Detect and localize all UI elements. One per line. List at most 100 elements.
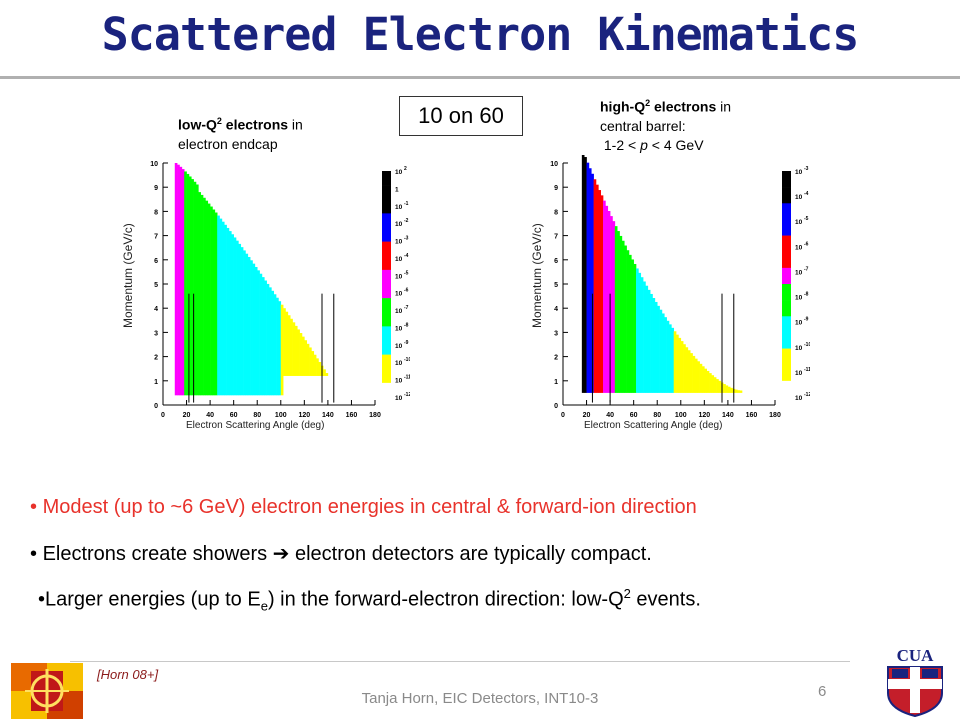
right-scale-exponent: -11	[804, 367, 810, 373]
left-band-column	[276, 297, 279, 396]
left-scale-cell	[382, 354, 391, 370]
right-band-column	[657, 305, 660, 393]
right-scale-exponent: -7	[804, 266, 809, 272]
left-scale-exponent: -9	[404, 340, 409, 346]
left-band-column	[294, 325, 298, 376]
right-band-column	[687, 350, 691, 393]
left-band-column	[214, 212, 218, 396]
left-band-column	[269, 287, 272, 396]
left-scale-label: 10	[395, 343, 403, 350]
right-scale-cell	[782, 235, 791, 253]
citation: [Horn 08+]	[97, 667, 159, 682]
right-band-column	[584, 157, 587, 393]
right-band-column	[680, 341, 684, 393]
right-y-tick-label: 10	[550, 161, 558, 168]
arrow-icon: ➔	[272, 543, 290, 565]
right-band-column	[603, 200, 606, 393]
left-band-column	[278, 301, 282, 396]
left-x-tick-label: 40	[206, 412, 214, 419]
right-band-column	[588, 168, 592, 393]
left-x-tick-label: 160	[346, 412, 358, 419]
left-y-axis-title: Momentum (GeV/c)	[121, 223, 135, 328]
left-band-column	[287, 315, 291, 376]
right-x-tick-label: 40	[606, 412, 614, 419]
left-scale-cell	[382, 298, 391, 313]
right-scale-cell	[782, 187, 791, 204]
right-band-column	[647, 289, 651, 393]
left-band-column	[292, 322, 296, 376]
left-scale-exponent: -2	[404, 218, 409, 224]
right-band-column	[598, 190, 601, 393]
right-band-column	[628, 254, 632, 393]
right-band-column	[730, 387, 733, 393]
right-y-tick-label: 8	[554, 209, 558, 216]
left-scale-cell	[382, 326, 391, 341]
left-band-column	[306, 343, 310, 376]
right-band-column	[614, 226, 618, 393]
left-band-column	[250, 260, 253, 396]
left-y-tick-label: 6	[154, 258, 158, 265]
left-band-column	[273, 294, 277, 396]
left-band-column	[316, 358, 319, 376]
right-scale-label: 10	[795, 194, 803, 201]
right-y-tick-label: 5	[554, 282, 558, 289]
right-band-column	[654, 301, 658, 393]
left-x-tick-label: 120	[298, 412, 310, 419]
right-band-column	[645, 285, 649, 393]
right-band-column	[581, 155, 585, 393]
right-scale-exponent: -10	[804, 342, 810, 348]
right-band-column	[713, 377, 717, 393]
right-band-column	[704, 368, 707, 393]
bullet-1: • Modest (up to ~6 GeV) electron energie…	[30, 496, 697, 518]
right-band-column	[709, 373, 712, 393]
right-band-column	[636, 268, 639, 393]
right-scale-label: 10	[795, 320, 803, 327]
left-band-column	[236, 240, 239, 396]
right-scale-cell	[782, 219, 791, 236]
page-number: 6	[818, 683, 827, 700]
left-band-column	[219, 218, 223, 396]
left-band-column	[285, 311, 289, 376]
left-scale-cell	[382, 340, 391, 355]
right-y-tick-label: 9	[554, 185, 558, 192]
cua-logo-icon: CUA	[887, 646, 943, 717]
left-band-column	[243, 250, 246, 396]
right-scale-label: 10	[795, 244, 803, 251]
left-band-column	[207, 203, 211, 396]
left-band-column	[264, 280, 267, 396]
left-scale-cell	[382, 213, 391, 228]
left-scale-cell	[382, 255, 391, 271]
right-y-tick-label: 1	[554, 379, 558, 386]
left-band-column	[212, 209, 216, 396]
left-plot-caption: low-Q2 electrons in electron endcap	[178, 116, 303, 152]
right-band-column	[666, 320, 670, 393]
right-band-column	[617, 231, 620, 393]
left-band-column	[318, 362, 322, 376]
right-x-tick-label: 0	[561, 412, 565, 419]
left-y-tick-label: 10	[150, 161, 158, 168]
left-scale-exponent: -8	[404, 322, 409, 328]
right-band-column	[711, 375, 715, 393]
footer-text: Tanja Horn, EIC Detectors, INT10-3	[361, 690, 599, 707]
left-x-tick-label: 140	[322, 412, 334, 419]
right-band-column	[605, 205, 609, 393]
left-scale-exponent: -3	[404, 236, 409, 242]
right-scale-cell	[782, 380, 791, 398]
left-scale-exponent: -5	[404, 270, 409, 276]
left-band-column	[313, 354, 317, 376]
bullet-2: • Electrons create showers ➔ electron de…	[30, 543, 652, 565]
left-x-tick-label: 20	[183, 412, 191, 419]
right-band-column	[640, 277, 644, 393]
left-scale-exponent: 2	[404, 166, 407, 172]
right-band-column	[650, 293, 653, 393]
right-scale-cell	[782, 284, 791, 301]
left-band-column	[301, 336, 305, 376]
right-scale-exponent: -3	[804, 166, 809, 172]
left-band-column	[309, 347, 312, 376]
left-band-column	[226, 227, 230, 396]
right-band-column	[600, 195, 604, 393]
right-y-tick-label: 7	[554, 234, 558, 241]
right-band-column	[595, 184, 599, 393]
right-band-column	[718, 380, 722, 393]
